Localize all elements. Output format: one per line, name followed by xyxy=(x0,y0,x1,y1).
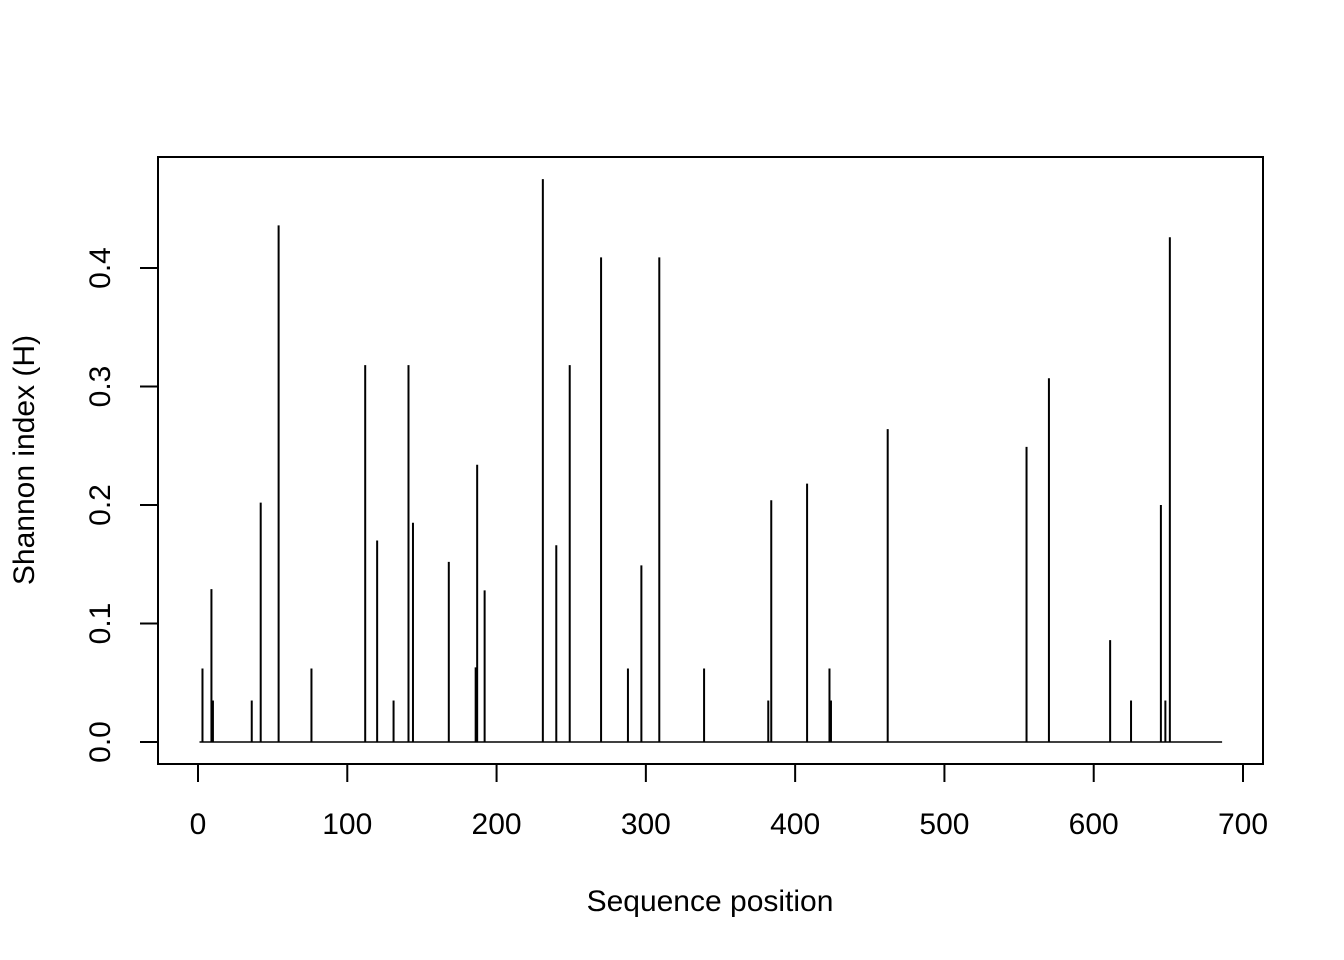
x-tick-label: 400 xyxy=(770,808,820,841)
y-tick-label: 0.1 xyxy=(84,603,117,645)
y-tick-label: 0.4 xyxy=(84,247,117,289)
x-tick-label: 0 xyxy=(190,808,207,841)
y-axis-title: Shannon index (H) xyxy=(8,335,41,585)
y-tick-label: 0.3 xyxy=(84,366,117,408)
y-tick-label: 0.0 xyxy=(84,721,117,763)
x-axis-title: Sequence position xyxy=(587,885,834,918)
x-tick-label: 500 xyxy=(919,808,969,841)
x-tick-label: 600 xyxy=(1069,808,1119,841)
x-tick-label: 200 xyxy=(472,808,522,841)
y-tick-label: 0.2 xyxy=(84,484,117,526)
x-axis: 0 100 200 300 400 500 600 700 xyxy=(190,763,1268,841)
x-tick-label: 700 xyxy=(1218,808,1268,841)
plot-frame xyxy=(157,156,1264,765)
x-tick-label: 100 xyxy=(322,808,372,841)
x-tick-label: 300 xyxy=(621,808,671,841)
data-marks xyxy=(199,179,1223,743)
y-axis: 0.0 0.1 0.2 0.3 0.4 xyxy=(84,247,159,763)
